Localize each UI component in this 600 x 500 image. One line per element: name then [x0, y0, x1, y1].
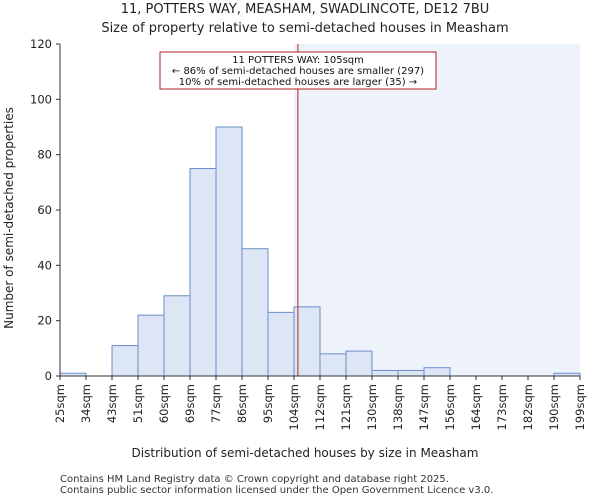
bar [397, 369, 425, 377]
chart-subtitle: Size of property relative to semi-detach… [101, 21, 508, 36]
bar [371, 369, 399, 377]
bar [241, 248, 269, 377]
x-tick-label: 77sqm [209, 384, 223, 423]
y-axis-label: Number of semi-detached properties [2, 107, 16, 329]
x-tick-label: 25sqm [53, 384, 67, 423]
footer-licence: Contains public sector information licen… [60, 485, 494, 496]
bar [319, 353, 347, 377]
y-tick-label: 40 [37, 258, 52, 272]
y-tick-label: 60 [37, 203, 52, 217]
x-tick-label: 156sqm [443, 384, 457, 430]
x-tick-label: 60sqm [157, 384, 171, 423]
annotation-line-1: 11 POTTERS WAY: 105sqm [232, 55, 364, 66]
bar [267, 311, 295, 377]
y-tick-label: 80 [37, 148, 52, 162]
x-tick-label: 104sqm [287, 384, 301, 430]
x-tick-label: 121sqm [339, 384, 353, 430]
footer-copyright: Contains HM Land Registry data © Crown c… [60, 474, 449, 485]
x-tick-label: 138sqm [391, 384, 405, 430]
x-tick-label: 147sqm [417, 384, 431, 430]
bar [345, 350, 373, 377]
x-tick-label: 130sqm [365, 384, 379, 430]
chart-title: 11, POTTERS WAY, MEASHAM, SWADLINCOTE, D… [121, 2, 490, 17]
x-tick-label: 164sqm [469, 384, 483, 430]
x-tick-label: 112sqm [313, 384, 327, 430]
y-tick-label: 100 [30, 92, 52, 106]
bar [215, 126, 243, 377]
bar [111, 345, 139, 377]
x-tick-label: 69sqm [183, 384, 197, 423]
bar [423, 367, 451, 377]
x-tick-label: 173sqm [495, 384, 509, 430]
highlight-region [294, 44, 580, 376]
x-tick-label: 51sqm [131, 384, 145, 423]
x-tick-label: 95sqm [261, 384, 275, 423]
bar [163, 295, 191, 377]
x-tick-label: 190sqm [547, 384, 561, 430]
x-tick-label: 34sqm [79, 384, 93, 423]
x-tick-label: 43sqm [105, 384, 119, 423]
annotation-box [159, 51, 437, 90]
annotation-line-3: 10% of semi-detached houses are larger (… [179, 77, 417, 88]
y-tick-label: 0 [45, 369, 52, 383]
x-tick-label: 182sqm [521, 384, 535, 430]
x-axis-label: Distribution of semi-detached houses by … [132, 446, 479, 460]
bar [189, 168, 217, 377]
y-tick-label: 20 [37, 314, 52, 328]
x-tick-label: 86sqm [235, 384, 249, 423]
annotation-line-2: ← 86% of semi-detached houses are smalle… [172, 66, 424, 77]
x-tick-label: 199sqm [573, 384, 587, 430]
y-tick-label: 120 [30, 37, 52, 51]
bar [137, 314, 165, 377]
